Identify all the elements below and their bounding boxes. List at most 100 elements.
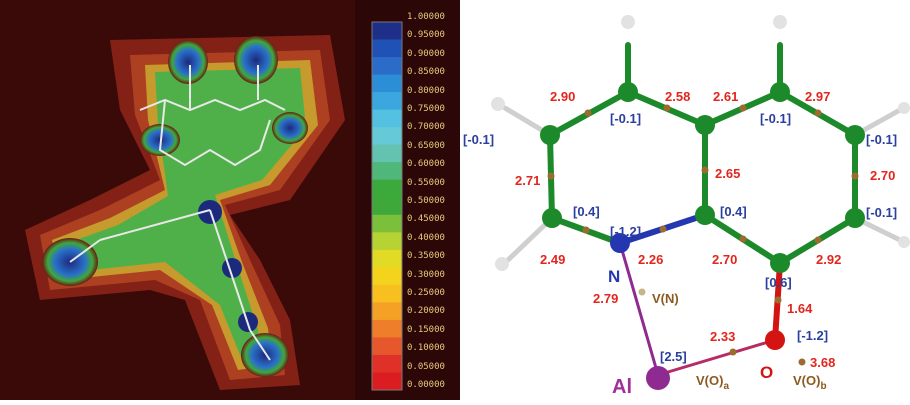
bond-basin-marker (664, 105, 671, 112)
carbon-atom (845, 125, 865, 145)
colorbar-tick-label: 0.45000 (407, 214, 445, 224)
charge-label: [0.4] (720, 204, 747, 219)
population-label: 2.33 (710, 329, 735, 344)
population-label: 2.97 (805, 89, 830, 104)
colorbar-tick-label: 1.00000 (407, 12, 445, 22)
colorbar-swatch (372, 302, 402, 320)
charge-label: [-1.2] (797, 328, 828, 343)
colorbar-tick-label: 0.55000 (407, 178, 445, 188)
hydrogen-atom (495, 257, 509, 271)
colorbar-swatch (372, 372, 402, 390)
bond-basin-marker (583, 227, 590, 234)
colorbar-swatch (372, 180, 402, 198)
colorbar-tick-label: 0.95000 (407, 30, 445, 40)
bond-basin-marker (660, 226, 667, 233)
population-label: 2.49 (540, 252, 565, 267)
colorbar-swatch (372, 162, 402, 180)
colorbar-swatch (372, 75, 402, 93)
colorbar-tick-label: 0.00000 (407, 380, 445, 390)
hydrogen-atom (898, 102, 910, 114)
carbon-atom (770, 82, 790, 102)
bond-basin-marker (585, 110, 592, 117)
vn-basin-marker (639, 289, 646, 296)
colorbar-tick-label: 0.85000 (407, 67, 445, 77)
charge-label: [-0.1] (760, 111, 791, 126)
colorbar-tick-label: 0.65000 (407, 141, 445, 151)
colorbar-swatch (372, 320, 402, 338)
colorbar-swatch (372, 40, 402, 58)
oxygen-atom (765, 330, 785, 350)
colorbar-swatch (372, 285, 402, 303)
colorbar-swatch (372, 250, 402, 268)
carbon-atom (695, 205, 715, 225)
vob-label: V(O)b (793, 373, 827, 392)
hydrogen-atom (898, 236, 910, 248)
colorbar-tick-label: 0.25000 (407, 288, 445, 298)
population-label: 2.61 (713, 89, 738, 104)
bond-basin-marker (775, 297, 782, 304)
molecule-diagram: 2.90 2.58 2.61 2.97 2.71 2.65 2.70 2.49 … (460, 0, 910, 400)
aluminum-label: Al (612, 376, 632, 398)
colorbar-tick-label: 0.70000 (407, 122, 445, 132)
bond-basin-marker (815, 237, 822, 244)
colorbar-swatch (372, 197, 402, 215)
colorbar-tick-label: 0.10000 (407, 343, 445, 353)
population-label: 2.71 (515, 173, 540, 188)
colorbar-swatch (372, 127, 402, 145)
colorbar-swatch (372, 57, 402, 75)
hydrogen-atom (621, 15, 635, 29)
charge-label: [-1.2] (610, 224, 641, 239)
hydrogen-atom (773, 15, 787, 29)
voa-basin-marker (730, 349, 737, 356)
charge-label: [0.4] (573, 204, 600, 219)
carbon-atom (770, 253, 790, 273)
population-label: 2.26 (638, 252, 663, 267)
carbon-atom (695, 115, 715, 135)
colorbar-swatch (372, 267, 402, 285)
voa-label: V(O)a (696, 373, 729, 392)
vob-basin-marker (799, 359, 806, 366)
population-label: 2.58 (665, 89, 690, 104)
bond-basin-marker (852, 173, 859, 180)
charge-label: [0.6] (765, 275, 792, 290)
hydrogen-atom (491, 97, 505, 111)
colorbar-tick-label: 0.30000 (407, 270, 445, 280)
oxygen-label: O (760, 363, 773, 382)
colorbar-swatch (372, 215, 402, 233)
charge-label: [2.5] (660, 349, 687, 364)
colorbar-tick-label: 0.35000 (407, 251, 445, 261)
population-label: 2.79 (593, 291, 618, 306)
colorbar-tick-label: 0.50000 (407, 196, 445, 206)
bond-basin-marker (815, 110, 822, 117)
population-label: 2.92 (816, 252, 841, 267)
carbon-atom (542, 208, 562, 228)
colorbar-tick-label: 0.75000 (407, 104, 445, 114)
nitrogen-label: N (608, 267, 620, 286)
colorbar-tick-label: 0.90000 (407, 49, 445, 59)
colorbar-swatch (372, 22, 402, 40)
colorbar-tick-label: 0.15000 (407, 325, 445, 335)
population-label: 2.65 (715, 166, 740, 181)
carbon-atom (540, 125, 560, 145)
aluminum-atom (646, 366, 670, 390)
colorbar-swatch (372, 232, 402, 250)
molecule-panel: 2.90 2.58 2.61 2.97 2.71 2.65 2.70 2.49 … (460, 0, 910, 400)
population-label: 1.64 (787, 301, 813, 316)
colorbar-tick-label: 0.05000 (407, 362, 445, 372)
charge-label: [-0.1] (610, 111, 641, 126)
colorbar-tick-label: 0.80000 (407, 86, 445, 96)
bond-basin-marker (548, 173, 555, 180)
population-label: 2.70 (870, 168, 895, 183)
bond-basin-marker (740, 105, 747, 112)
colorbar-swatch (372, 337, 402, 355)
colorbar-swatch (372, 145, 402, 163)
charge-label: [-0.1] (866, 205, 897, 220)
colorbar-swatch (372, 110, 402, 128)
colorbar-tick-label: 0.20000 (407, 306, 445, 316)
carbon-atom (845, 208, 865, 228)
charge-label: [-0.1] (866, 132, 897, 147)
colorbar-tick-label: 0.60000 (407, 159, 445, 169)
bond-basin-marker (740, 236, 747, 243)
carbon-atom (618, 82, 638, 102)
